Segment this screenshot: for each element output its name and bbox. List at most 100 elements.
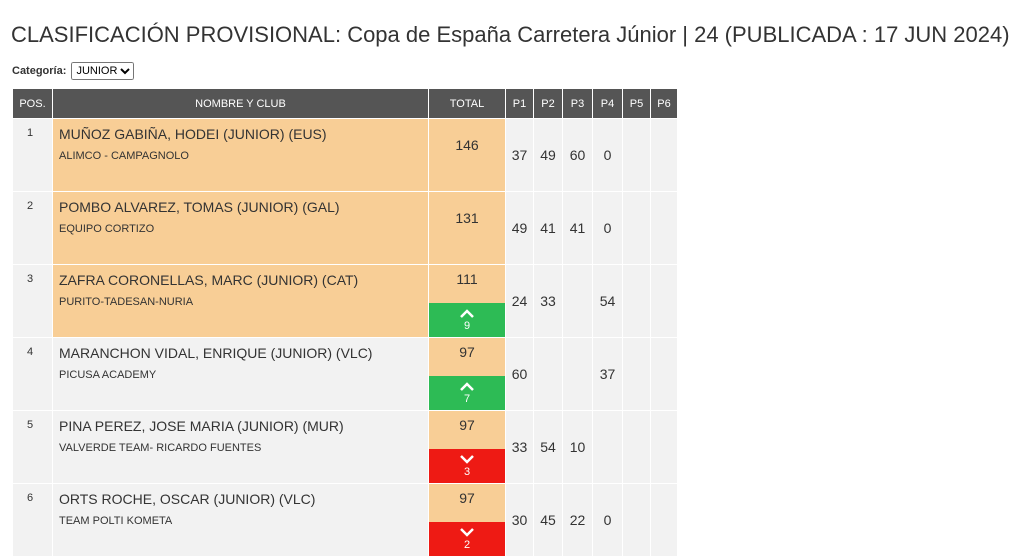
stage-points	[562, 264, 593, 338]
stage-points	[650, 483, 678, 557]
header-row: POS. NOMBRE Y CLUB TOTAL P1 P2 P3 P4 P5 P6	[12, 88, 678, 119]
column-header: TOTAL	[428, 88, 506, 119]
change-arrow	[460, 455, 474, 464]
stage-points: 33	[505, 410, 534, 484]
stage-points	[533, 337, 563, 411]
category-filter: Categoría: JUNIOR	[12, 62, 135, 80]
column-header: P6	[650, 88, 678, 119]
change-arrow	[460, 309, 474, 318]
page: CLASIFICACIÓN PROVISIONAL: Copa de Españ…	[11, 22, 1010, 557]
rider-name: ORTS ROCHE, OSCAR (JUNIOR) (VLC)	[59, 491, 316, 507]
column-header: NOMBRE Y CLUB	[52, 88, 429, 119]
stage-points: 41	[533, 191, 563, 265]
stage-points: 33	[533, 264, 563, 338]
position-change: 3	[429, 449, 505, 483]
stage-points	[622, 483, 651, 557]
stage-points: 45	[533, 483, 563, 557]
stage-points: 41	[562, 191, 593, 265]
total: 97	[459, 417, 475, 433]
stage-points	[622, 118, 651, 192]
rider-cell: MARANCHON VIDAL, ENRIQUE (JUNIOR) (VLC) P…	[52, 337, 429, 411]
change-arrow	[460, 528, 474, 537]
rider-cell: MUÑOZ GABIÑA, HODEI (JUNIOR) (EUS) ALIMCO…	[52, 118, 429, 192]
club-name: TEAM POLTI KOMETA	[59, 515, 173, 527]
stage-points: 22	[562, 483, 593, 557]
rider-name: MARANCHON VIDAL, ENRIQUE (JUNIOR) (VLC)	[59, 345, 373, 361]
position: 4	[12, 337, 53, 411]
total-cell: 97 3	[428, 410, 506, 484]
position: 2	[12, 191, 53, 265]
ranking-row: 6 ORTS ROCHE, OSCAR (JUNIOR) (VLC) TEAM PO…	[12, 483, 678, 557]
stage-points: 60	[505, 337, 534, 411]
stage-points	[650, 264, 678, 338]
rider-cell: PINA PEREZ, JOSE MARIA (JUNIOR) (MUR) VAL…	[52, 410, 429, 484]
stage-points: 10	[562, 410, 593, 484]
column-header: P4	[592, 88, 623, 119]
total-cell: 97 7	[428, 337, 506, 411]
ranking-row: 2 POMBO ALVAREZ, TOMAS (JUNIOR) (GAL) EQUI…	[12, 191, 678, 265]
ranking-row: 5 PINA PEREZ, JOSE MARIA (JUNIOR) (MUR) VA…	[12, 410, 678, 484]
change-value: 2	[463, 539, 471, 551]
stage-points	[650, 191, 678, 265]
stage-points	[622, 191, 651, 265]
stage-points: 60	[562, 118, 593, 192]
club-name: ALIMCO - CAMPAGNOLO	[59, 150, 189, 162]
column-header: P2	[533, 88, 563, 119]
rider-name: MUÑOZ GABIÑA, HODEI (JUNIOR) (EUS)	[59, 126, 327, 142]
ranking-row: 3 ZAFRA CORONELLAS, MARC (JUNIOR) (CAT) PU…	[12, 264, 678, 338]
stage-points	[622, 410, 651, 484]
column-header: P3	[562, 88, 593, 119]
rider-name: POMBO ALVAREZ, TOMAS (JUNIOR) (GAL)	[59, 199, 340, 215]
total: 111	[456, 271, 478, 287]
position-change: 9	[429, 303, 505, 337]
total: 97	[459, 490, 475, 506]
stage-points	[622, 337, 651, 411]
total: 146	[455, 137, 479, 153]
stage-points	[592, 410, 623, 484]
total-cell: 131	[428, 191, 506, 265]
ranking-table: POS. NOMBRE Y CLUB TOTAL P1 P2 P3 P4 P5 P6 1 MUÑO…	[12, 88, 678, 557]
total: 131	[455, 210, 479, 226]
position: 6	[12, 483, 53, 557]
stage-points	[562, 337, 593, 411]
rider-cell: ORTS ROCHE, OSCAR (JUNIOR) (VLC) TEAM POL…	[52, 483, 429, 557]
stage-points: 37	[592, 337, 623, 411]
change-value: 7	[463, 393, 471, 405]
position-change: 7	[429, 376, 505, 410]
position: 1	[12, 118, 53, 192]
change-value: 3	[463, 466, 471, 478]
stage-points	[650, 118, 678, 192]
stage-points	[650, 410, 678, 484]
club-name: VALVERDE TEAM- RICARDO FUENTES	[59, 442, 262, 454]
change-arrow	[460, 382, 474, 391]
club-name: PURITO-TADESAN-NURIA	[59, 296, 194, 308]
stage-points: 49	[533, 118, 563, 192]
stage-points: 0	[592, 118, 623, 192]
total-cell: 146	[428, 118, 506, 192]
rider-name: PINA PEREZ, JOSE MARIA (JUNIOR) (MUR)	[59, 418, 344, 434]
position: 3	[12, 264, 53, 338]
stage-points: 54	[592, 264, 623, 338]
club-name: PICUSA ACADEMY	[59, 369, 157, 381]
stage-points: 30	[505, 483, 534, 557]
stage-points	[622, 264, 651, 338]
category-select[interactable]: JUNIOR	[71, 62, 135, 80]
stage-points: 0	[592, 483, 623, 557]
total-cell: 111 9	[428, 264, 506, 338]
ranking-row: 1 MUÑOZ GABIÑA, HODEI (JUNIOR) (EUS) ALIMC…	[12, 118, 678, 192]
change-value: 9	[463, 320, 471, 332]
total: 97	[459, 344, 475, 360]
stage-points	[650, 337, 678, 411]
column-header: P5	[622, 88, 651, 119]
rider-cell: POMBO ALVAREZ, TOMAS (JUNIOR) (GAL) EQUIP…	[52, 191, 429, 265]
position: 5	[12, 410, 53, 484]
stage-points: 54	[533, 410, 563, 484]
stage-points: 49	[505, 191, 534, 265]
table-body: 1 MUÑOZ GABIÑA, HODEI (JUNIOR) (EUS) ALIMC…	[12, 118, 678, 557]
page-title: CLASIFICACIÓN PROVISIONAL: Copa de Españ…	[11, 22, 1010, 47]
filter-label: Categoría:	[12, 65, 67, 77]
column-header: POS.	[12, 88, 53, 119]
column-header: P1	[505, 88, 534, 119]
ranking-row: 4 MARANCHON VIDAL, ENRIQUE (JUNIOR) (VLC)…	[12, 337, 678, 411]
rider-cell: ZAFRA CORONELLAS, MARC (JUNIOR) (CAT) PUR…	[52, 264, 429, 338]
